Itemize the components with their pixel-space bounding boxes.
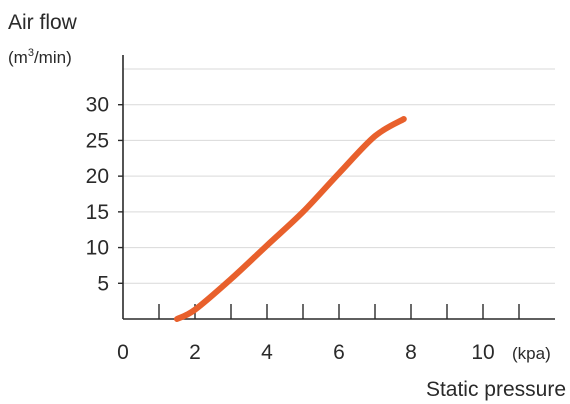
series-layer: [174, 116, 407, 322]
x-tick-label: 10: [471, 341, 494, 364]
x-axis-title: Static pressure: [426, 378, 566, 401]
axes: [118, 55, 555, 320]
x-tick-label: 4: [261, 341, 273, 364]
y-axis-unit-sup: 3: [28, 47, 34, 59]
y-tick-label: 25: [86, 129, 109, 152]
y-tick-labels: 5 10 15 20 25 30: [86, 94, 109, 296]
y-tick-label: 20: [86, 165, 109, 188]
y-tick-label: 30: [86, 94, 109, 117]
y-axis-unit: (m3/min): [8, 47, 72, 67]
y-tick-label: 5: [97, 272, 109, 295]
x-tick-labels: 0 2 4 6 8 10: [117, 341, 495, 364]
x-tick-label: 0: [117, 341, 129, 364]
y-axis-title: Air flow: [8, 11, 78, 34]
y-tick-label: 15: [86, 201, 109, 224]
y-axis-unit-suffix: /min): [34, 48, 72, 67]
y-axis-unit-prefix: (m: [8, 48, 28, 67]
x-tick-label: 8: [405, 341, 417, 364]
y-tick-label: 10: [86, 237, 109, 260]
x-axis-unit: (kpa): [512, 344, 551, 363]
x-tick-label: 2: [189, 341, 201, 364]
x-tick-label: 6: [333, 341, 345, 364]
grid: [123, 68, 555, 284]
series-line: [174, 116, 407, 322]
